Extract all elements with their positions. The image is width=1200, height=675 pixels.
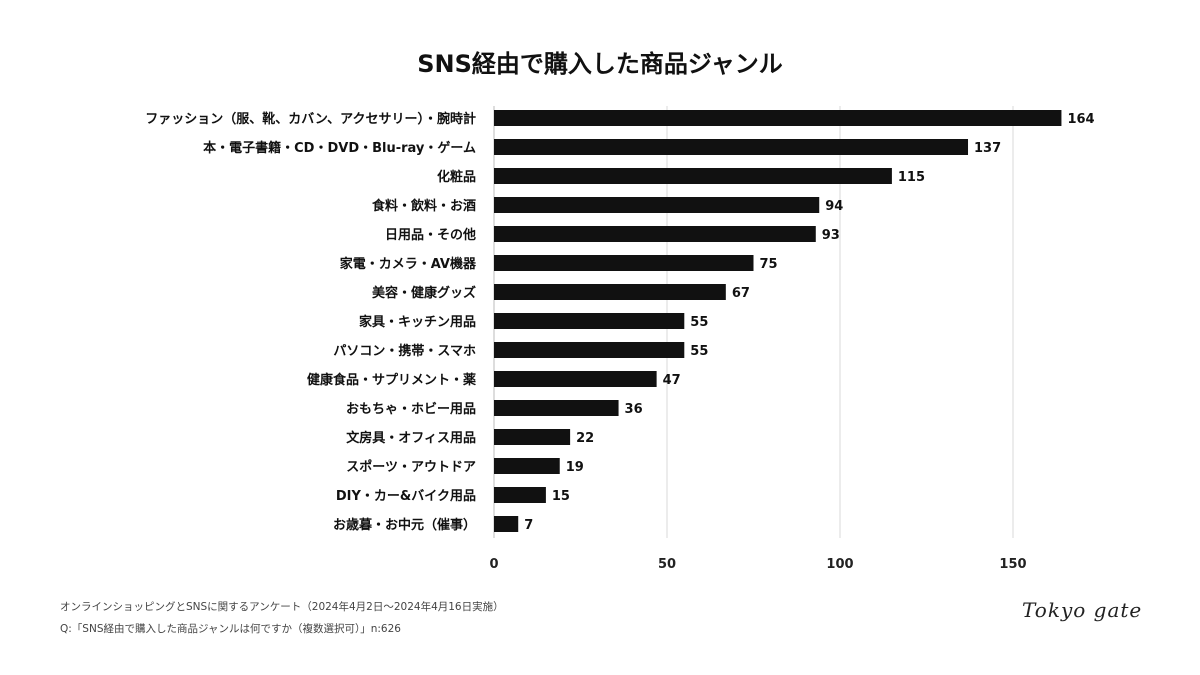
- data-label: 75: [760, 257, 778, 272]
- chart-title: SNS経由で購入した商品ジャンル: [417, 50, 783, 78]
- x-tick-label: 0: [489, 557, 498, 572]
- bar: [494, 458, 560, 474]
- data-label: 36: [625, 402, 643, 417]
- category-label: 健康食品・サプリメント・薬: [307, 372, 477, 388]
- brand-logo: Tokyo gate: [1022, 598, 1143, 622]
- category-label: DIY・カー&バイク用品: [336, 489, 476, 504]
- category-label: お歳暮・お中元（催事）: [333, 517, 476, 533]
- data-label: 55: [690, 344, 708, 359]
- data-label: 137: [974, 141, 1001, 156]
- question-note: Q:「SNS経由で購入した商品ジャンルは何ですか（複数選択可）」n:626: [60, 623, 401, 635]
- data-label: 94: [825, 199, 843, 214]
- data-label: 22: [576, 431, 594, 446]
- category-label: 美容・健康グッズ: [372, 285, 476, 301]
- bar: [494, 284, 726, 300]
- bar: [494, 255, 754, 271]
- data-label: 19: [566, 460, 584, 475]
- survey-note: オンラインショッピングとSNSに関するアンケート（2024年4月2日〜2024年…: [60, 601, 504, 613]
- bar: [494, 110, 1062, 126]
- bar: [494, 342, 685, 358]
- bar: [494, 168, 892, 184]
- data-label: 55: [690, 315, 708, 330]
- category-label: 家電・カメラ・AV機器: [340, 256, 477, 272]
- data-label: 115: [898, 170, 925, 185]
- data-label: 15: [552, 489, 570, 504]
- category-label: 食料・飲料・お酒: [372, 198, 476, 214]
- bar: [494, 226, 816, 242]
- bar: [494, 429, 571, 445]
- category-label: 文房具・オフィス用品: [346, 430, 476, 446]
- data-label: 7: [524, 518, 533, 533]
- x-tick-label: 150: [999, 557, 1026, 572]
- bar: [494, 400, 619, 416]
- category-label: 本・電子書籍・CD・DVD・Blu-ray・ゲーム: [203, 140, 476, 156]
- bar: [494, 371, 657, 387]
- category-label: 家具・キッチン用品: [359, 314, 476, 330]
- category-label: 日用品・その他: [385, 227, 476, 243]
- category-label: パソコン・携帯・スマホ: [333, 343, 476, 359]
- x-tick-label: 100: [826, 557, 853, 572]
- bar: [494, 139, 969, 155]
- x-tick-label: 50: [658, 557, 676, 572]
- category-label: 化粧品: [437, 169, 476, 185]
- bar: [494, 197, 820, 213]
- category-label: ファッション（服、靴、カバン、アクセサリー）・腕時計: [145, 111, 476, 127]
- data-label: 164: [1067, 112, 1094, 127]
- bar: [494, 516, 519, 532]
- data-label: 93: [822, 228, 840, 243]
- category-label: スポーツ・アウトドア: [346, 459, 476, 475]
- data-label: 67: [732, 286, 750, 301]
- bar: [494, 313, 685, 329]
- data-label: 47: [663, 373, 681, 388]
- category-label: おもちゃ・ホビー用品: [346, 401, 476, 417]
- bar: [494, 487, 546, 503]
